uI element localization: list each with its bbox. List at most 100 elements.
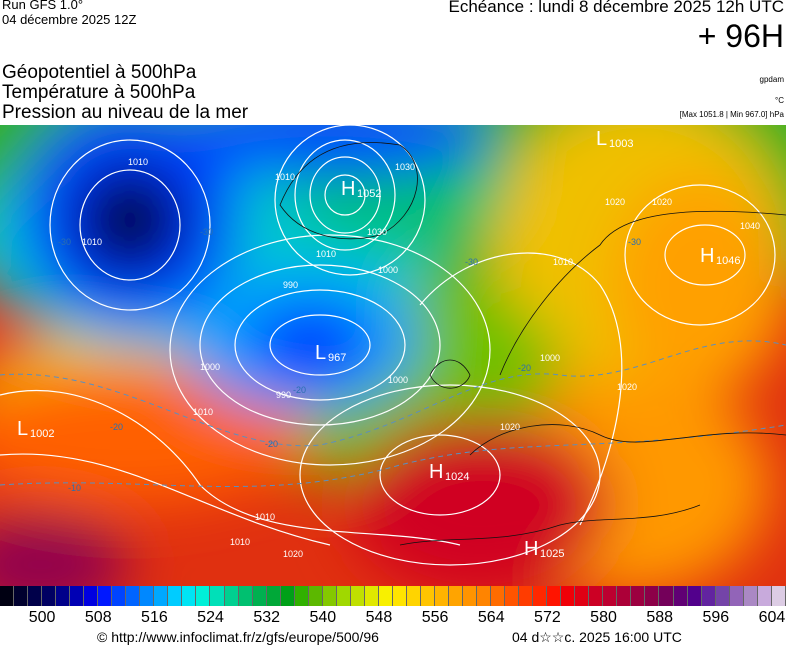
svg-text:1052: 1052: [357, 188, 381, 200]
colorbar-cell: [687, 586, 702, 606]
svg-text:-20: -20: [293, 385, 306, 395]
colorbar-cell: [463, 586, 478, 606]
svg-text:1025: 1025: [540, 548, 564, 560]
svg-text:1010: 1010: [230, 537, 250, 547]
colorbar-cell: [715, 586, 730, 606]
source-url: © http://www.infoclimat.fr/z/gfs/europe/…: [97, 629, 379, 645]
colorbar-cell: [659, 586, 674, 606]
run-date: 04 décembre 2025 12Z: [2, 12, 137, 27]
svg-text:1020: 1020: [617, 382, 637, 392]
colorbar-cell: [434, 586, 449, 606]
colorbar-tick-label: 604: [758, 609, 786, 626]
temperature-labels: -30 -30 -30 -30 -20 -20 -20 -20 -10: [58, 227, 641, 493]
svg-text:-30: -30: [200, 227, 213, 237]
forecast-map: L 1003 H 1052 L 967 H 1046 L 1002 H 1024 H 1025…: [0, 125, 786, 586]
colorbar-cell: [140, 586, 155, 606]
svg-text:1020: 1020: [605, 197, 625, 207]
geopotential-field: [0, 125, 786, 586]
svg-text:1010: 1010: [82, 237, 102, 247]
colorbar-tick-label: 596: [702, 609, 730, 626]
svg-text:H: H: [341, 178, 355, 200]
colorbar-cell: [673, 586, 688, 606]
colorbar-cell: [336, 586, 351, 606]
colorbar-cell: [0, 586, 15, 606]
colorbar-tick-label: 500: [28, 609, 56, 626]
unit-celsius: °C: [775, 96, 784, 105]
colorbar-cell: [631, 586, 646, 606]
colorbar-cell: [350, 586, 365, 606]
svg-text:1010: 1010: [255, 512, 275, 522]
svg-text:967: 967: [328, 352, 346, 364]
title-temperature: Température à 500hPa: [2, 82, 196, 103]
high-1052: H 1052: [341, 178, 381, 200]
svg-text:1040: 1040: [740, 221, 760, 231]
svg-text:990: 990: [276, 390, 291, 400]
svg-text:L: L: [596, 128, 607, 150]
svg-text:-20: -20: [265, 439, 278, 449]
colorbar: [0, 586, 786, 606]
isobars: [0, 125, 776, 566]
svg-text:1030: 1030: [367, 227, 387, 237]
title-pressure: Pression au niveau de la mer: [2, 102, 249, 123]
lead-time: + 96H: [697, 18, 784, 54]
colorbar-cell: [477, 586, 492, 606]
svg-text:-30: -30: [628, 237, 641, 247]
svg-text:1003: 1003: [609, 138, 633, 150]
svg-text:1010: 1010: [553, 257, 573, 267]
isobar-labels: 1010 1010 1010 1030 1030 1010 1000 990 1…: [82, 157, 760, 559]
svg-text:-20: -20: [110, 422, 123, 432]
high-1024: H 1024: [429, 461, 469, 483]
colorbar-cell: [266, 586, 281, 606]
colorbar-cell: [519, 586, 534, 606]
svg-text:H: H: [700, 245, 714, 267]
colorbar-tick-label: 564: [477, 609, 505, 626]
svg-text:1020: 1020: [283, 549, 303, 559]
svg-text:1010: 1010: [193, 407, 213, 417]
colorbar-cell: [392, 586, 407, 606]
colorbar-cell: [28, 586, 43, 606]
colorbar-cell: [280, 586, 295, 606]
colorbar-tick-label: 548: [365, 609, 393, 626]
colorbar-cell: [533, 586, 548, 606]
svg-text:-20: -20: [518, 363, 531, 373]
colorbar-tick-label: 588: [646, 609, 674, 626]
generation-time: 04 d☆☆c. 2025 16:00 UTC: [512, 629, 682, 645]
colorbar-cell: [757, 586, 772, 606]
colorbar-cell: [294, 586, 309, 606]
colorbar-ticks: 500 508 516 524 532 540 548 556 564 572 580 588 596 6…: [0, 609, 786, 627]
svg-text:1000: 1000: [200, 362, 220, 372]
colorbar-tick-label: 540: [309, 609, 337, 626]
svg-text:1010: 1010: [275, 172, 295, 182]
colorbar-cell: [238, 586, 253, 606]
colorbar-cell: [98, 586, 113, 606]
colorbar-cell: [603, 586, 618, 606]
colorbar-cell: [378, 586, 393, 606]
colorbar-cell: [252, 586, 267, 606]
svg-text:990: 990: [283, 280, 298, 290]
colorbar-cell: [56, 586, 71, 606]
svg-text:H: H: [429, 461, 443, 483]
forecast-valid-time: Echéance : lundi 8 décembre 2025 12h UTC: [448, 0, 784, 16]
colorbar-cell: [617, 586, 632, 606]
colorbar-cell: [771, 586, 786, 606]
colorbar-tick-label: 572: [534, 609, 561, 626]
coastlines: [279, 142, 786, 546]
colorbar-cell: [743, 586, 758, 606]
colorbar-cell: [449, 586, 464, 606]
svg-text:1046: 1046: [716, 255, 740, 267]
colorbar-tick-label: 524: [197, 609, 224, 626]
svg-text:1010: 1010: [316, 249, 336, 259]
svg-text:1030: 1030: [395, 162, 415, 172]
colorbar-tick-label: 516: [141, 609, 168, 626]
svg-text:1002: 1002: [30, 428, 54, 440]
colorbar-cell: [491, 586, 506, 606]
colorbar-cell: [406, 586, 421, 606]
high-1025: H 1025: [524, 538, 564, 560]
colorbar-cell: [196, 586, 211, 606]
pressure-centers: L 1003 H 1052 L 967 H 1046 L 1002 H 1024 H 1025: [17, 128, 740, 560]
colorbar-cell: [42, 586, 57, 606]
svg-text:L: L: [315, 342, 326, 364]
low-1003: L 1003: [596, 128, 633, 150]
svg-text:L: L: [17, 418, 28, 440]
